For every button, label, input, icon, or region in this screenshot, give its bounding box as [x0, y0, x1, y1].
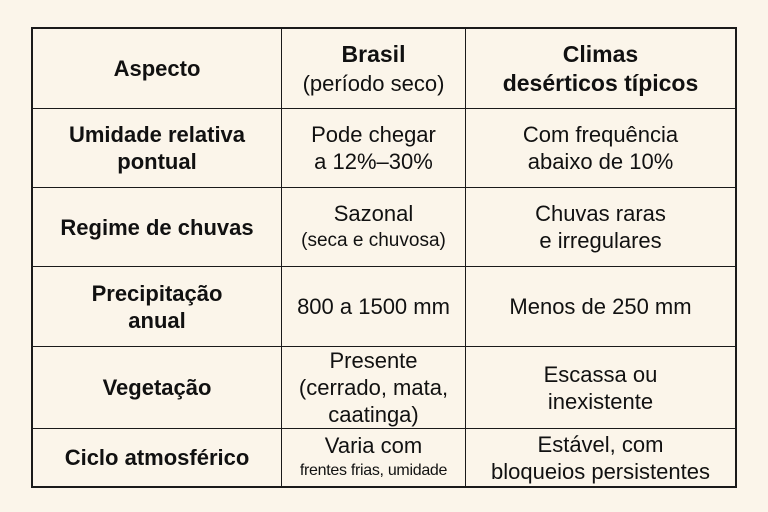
- row-rain-regime-brasil: Sazonal (seca e chuvosa): [282, 188, 466, 267]
- row-vegetation-aspect: Vegetação: [33, 347, 282, 429]
- header-desert-line2: desérticos típicos: [502, 69, 699, 96]
- brasil-value-line: caatinga): [328, 402, 419, 427]
- row-rain-regime-desert: Chuvas raras e irregulares: [466, 188, 735, 267]
- brasil-value-line: Pode chegar: [311, 122, 436, 147]
- header-brasil-title: Brasil: [341, 40, 406, 67]
- header-brasil-subtitle: (período seco): [302, 70, 445, 96]
- row-cycle-brasil: Varia com frentes frias, umidade: [282, 429, 466, 486]
- aspect-label-line: Umidade relativa: [68, 122, 246, 147]
- row-humidity-aspect: Umidade relativa pontual: [33, 109, 282, 188]
- row-rain-regime-aspect: Regime de chuvas: [33, 188, 282, 267]
- brasil-value-line: Sazonal: [333, 201, 414, 226]
- desert-value-line: Escassa ou: [543, 361, 658, 387]
- desert-value-line: Com frequência: [522, 122, 679, 147]
- brasil-value-line: 800 a 1500 mm: [297, 294, 450, 319]
- row-cycle-desert: Estável, com bloqueios persistentes: [466, 429, 735, 486]
- row-precipitation-brasil: 800 a 1500 mm: [282, 267, 466, 347]
- desert-value-line: bloqueios persistentes: [491, 458, 710, 484]
- brasil-value-line: (seca e chuvosa): [301, 230, 446, 251]
- brasil-value-line: Varia com: [324, 433, 423, 458]
- comparison-table: Aspecto Brasil (período seco) Climas des…: [31, 27, 737, 488]
- desert-value-line: e irregulares: [539, 228, 662, 253]
- aspect-label-line: anual: [128, 307, 186, 333]
- header-aspect-cell: Aspecto: [33, 29, 282, 109]
- brasil-value-line: (cerrado, mata,: [298, 375, 449, 400]
- header-aspect: Aspecto: [113, 56, 201, 81]
- row-vegetation-brasil: Presente (cerrado, mata, caatinga): [282, 347, 466, 429]
- brasil-value-line: Presente: [329, 348, 418, 373]
- desert-value-line: Menos de 250 mm: [509, 294, 692, 319]
- header-brasil-cell: Brasil (período seco): [282, 29, 466, 109]
- aspect-label-line: Vegetação: [102, 375, 212, 400]
- row-precipitation-aspect: Precipitação anual: [33, 267, 282, 347]
- brasil-value-line: frentes frias, umidade: [299, 462, 448, 479]
- header-desert-line1: Climas: [562, 40, 639, 67]
- row-cycle-aspect: Ciclo atmosférico: [33, 429, 282, 486]
- desert-value-line: Chuvas raras: [535, 201, 666, 226]
- brasil-value-line: a 12%–30%: [314, 149, 433, 174]
- row-humidity-desert: Com frequência abaixo de 10%: [466, 109, 735, 188]
- desert-value-line: abaixo de 10%: [527, 149, 674, 174]
- aspect-label-line: Ciclo atmosférico: [64, 445, 250, 470]
- header-desert-cell: Climas desérticos típicos: [466, 29, 735, 109]
- desert-value-line: Estável, com: [537, 431, 664, 457]
- desert-value-line: inexistente: [547, 388, 654, 414]
- aspect-label-line: Regime de chuvas: [60, 214, 254, 240]
- aspect-label-line: Precipitação: [91, 280, 223, 306]
- aspect-label-line: pontual: [117, 149, 197, 174]
- row-vegetation-desert: Escassa ou inexistente: [466, 347, 735, 429]
- row-humidity-brasil: Pode chegar a 12%–30%: [282, 109, 466, 188]
- row-precipitation-desert: Menos de 250 mm: [466, 267, 735, 347]
